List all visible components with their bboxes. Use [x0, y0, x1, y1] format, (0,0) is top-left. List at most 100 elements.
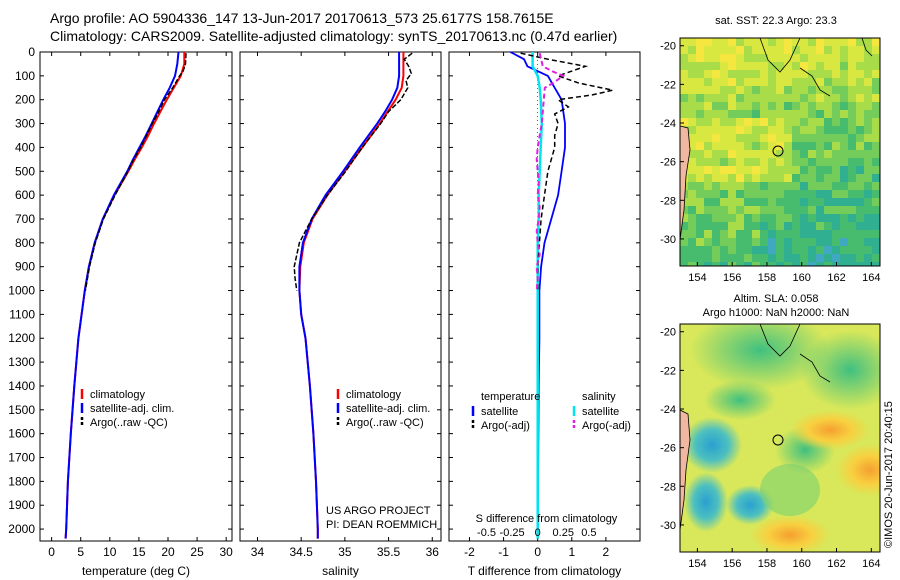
- sst-pixel: [840, 190, 848, 198]
- sst-pixel: [696, 222, 704, 230]
- sst-pixel: [712, 174, 720, 182]
- sst-pixel: [720, 190, 728, 198]
- sst-pixel: [768, 190, 776, 198]
- sst-pixel: [808, 102, 816, 110]
- sst-pixel: [744, 110, 752, 118]
- sst-pixel: [680, 78, 688, 86]
- sst-pixel: [688, 142, 696, 150]
- sst-pixel: [728, 238, 736, 246]
- sst-pixel: [800, 102, 808, 110]
- s-tick-label: -0.25: [500, 527, 525, 539]
- sst-pixel: [856, 86, 864, 94]
- sst-pixel: [792, 254, 800, 262]
- sst-pixel: [768, 94, 776, 102]
- sst-pixel: [784, 150, 792, 158]
- s-tick-label: 0.5: [581, 527, 596, 539]
- sst-pixel: [744, 198, 752, 206]
- sst-pixel: [704, 78, 712, 86]
- sst-pixel: [840, 142, 848, 150]
- sst-pixel: [768, 182, 776, 190]
- sst-pixel: [816, 150, 824, 158]
- sst-pixel: [712, 182, 720, 190]
- sst-pixel: [832, 118, 840, 126]
- sst-pixel: [720, 70, 728, 78]
- sst-pixel: [872, 94, 880, 102]
- sst-pixel: [784, 110, 792, 118]
- sst-pixel: [696, 134, 704, 142]
- sst-pixel: [736, 190, 744, 198]
- sst-pixel: [800, 118, 808, 126]
- y-tick-label: 1200: [8, 331, 35, 345]
- sst-pixel: [744, 230, 752, 238]
- sst-pixel: [704, 46, 712, 54]
- sst-pixel: [744, 246, 752, 254]
- sst-pixel: [752, 190, 760, 198]
- sst-pixel: [848, 222, 856, 230]
- x-tick-label: 35.5: [377, 545, 401, 559]
- sst-pixel: [816, 206, 824, 214]
- sst-pixel: [848, 150, 856, 158]
- sst-pixel: [872, 110, 880, 118]
- sst-pixel: [760, 94, 768, 102]
- plot-frame: [239, 51, 442, 542]
- legend-label: climatology: [90, 389, 146, 401]
- sst-pixel: [744, 190, 752, 198]
- sst-pixel: [840, 54, 848, 62]
- sst-pixel: [792, 222, 800, 230]
- sst-pixel: [824, 118, 832, 126]
- sst-pixel: [744, 222, 752, 230]
- sst-pixel: [864, 70, 872, 78]
- sst-pixel: [776, 46, 784, 54]
- sst-pixel: [816, 134, 824, 142]
- sst-pixel: [760, 246, 768, 254]
- sst-pixel: [856, 238, 864, 246]
- sst-pixel: [864, 142, 872, 150]
- sst-pixel: [776, 86, 784, 94]
- sst-pixel: [872, 254, 880, 262]
- sst-pixel: [696, 142, 704, 150]
- sst-pixel: [816, 214, 824, 222]
- sst-pixel: [832, 206, 840, 214]
- t-argo-line: [520, 52, 613, 291]
- sst-pixel: [688, 246, 696, 254]
- sst-pixel: [760, 62, 768, 70]
- sst-pixel: [856, 46, 864, 54]
- sst-pixel: [872, 102, 880, 110]
- sst-pixel: [840, 46, 848, 54]
- s-tick-label: -0.5: [477, 527, 496, 539]
- sst-pixel: [856, 118, 864, 126]
- sst-pixel: [776, 102, 784, 110]
- sst-pixel: [760, 198, 768, 206]
- sst-pixel: [704, 62, 712, 70]
- sst-pixel: [728, 62, 736, 70]
- sst-pixel: [688, 62, 696, 70]
- sst-pixel: [872, 246, 880, 254]
- sst-pixel: [864, 182, 872, 190]
- sst-pixel: [776, 238, 784, 246]
- sst-pixel: [784, 94, 792, 102]
- sst-pixel: [736, 46, 744, 54]
- sst-pixel: [856, 126, 864, 134]
- sst-map-title: sat. SST: 22.3 Argo: 23.3: [715, 15, 837, 27]
- sst-pixel: [728, 142, 736, 150]
- sst-pixel: [728, 46, 736, 54]
- sst-pixel: [840, 174, 848, 182]
- sst-pixel: [744, 150, 752, 158]
- sst-pixel: [808, 78, 816, 86]
- sst-pixel: [872, 214, 880, 222]
- sst-pixel: [768, 110, 776, 118]
- sst-pixel: [800, 142, 808, 150]
- sst-pixel: [872, 174, 880, 182]
- sst-pixel: [848, 174, 856, 182]
- sst-pixel: [832, 254, 840, 262]
- sst-pixel: [864, 38, 872, 46]
- sst-pixel: [800, 182, 808, 190]
- sst-pixel: [840, 126, 848, 134]
- title-line-2: Climatology: CARS2009. Satellite-adjuste…: [50, 28, 618, 44]
- sst-pixel: [704, 134, 712, 142]
- sst-pixel: [760, 118, 768, 126]
- sst-pixel: [832, 246, 840, 254]
- sst-pixel: [760, 102, 768, 110]
- sst-pixel: [816, 94, 824, 102]
- sst-pixel: [792, 86, 800, 94]
